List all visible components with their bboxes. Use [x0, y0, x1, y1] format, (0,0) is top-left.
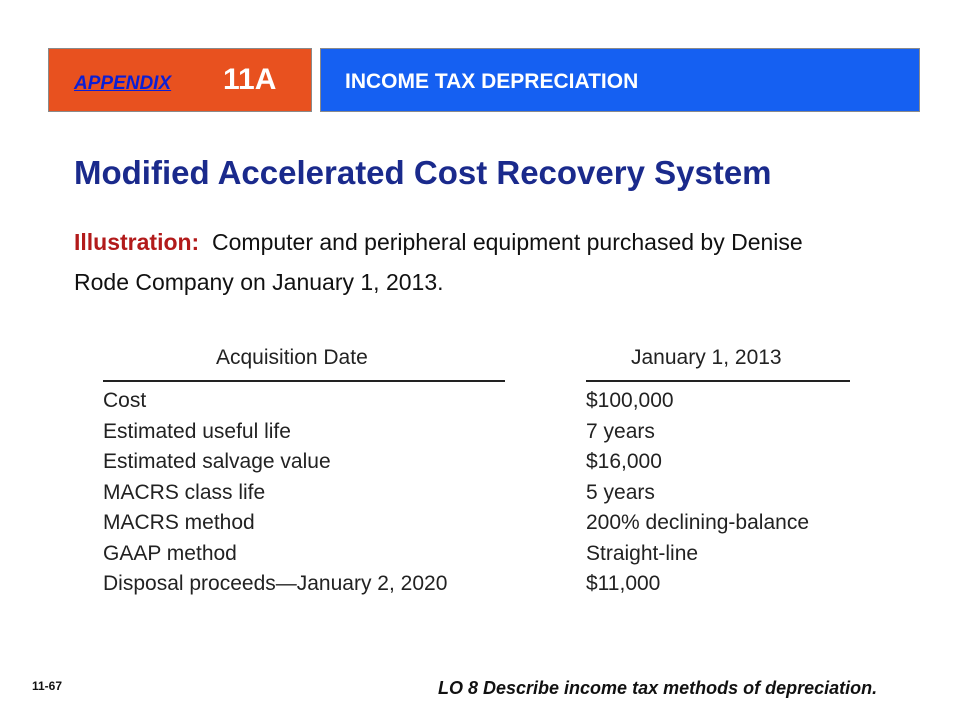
slide-title: Modified Accelerated Cost Recovery Syste…: [74, 154, 772, 191]
column-header-date-value: January 1, 2013: [631, 346, 782, 369]
appendix-label: APPENDIX: [74, 73, 172, 94]
topic-title: INCOME TAX DEPRECIATION: [345, 70, 639, 93]
learning-objective: LO 8 Describe income tax methods of depr…: [438, 678, 878, 698]
table-row-label: GAAP method: [103, 542, 237, 565]
table-row-value: $11,000: [586, 572, 661, 595]
table-row-label: Estimated useful life: [103, 420, 291, 443]
table-row-label: MACRS class life: [103, 481, 266, 504]
column-header-acquisition-date: Acquisition Date: [216, 346, 368, 369]
table-row-value: 5 years: [586, 481, 655, 504]
table-row-value: 7 years: [586, 420, 655, 443]
header-rule-left: [103, 380, 505, 382]
illustration-text: Computer and peripheral equipment purcha…: [74, 229, 803, 295]
table-row-value: Straight-line: [586, 542, 699, 565]
table-row-label: MACRS method: [103, 511, 255, 534]
topic-banner: INCOME TAX DEPRECIATION: [320, 48, 920, 112]
illustration-label: Illustration:: [74, 229, 200, 255]
illustration-paragraph: Illustration: Computer and peripheral eq…: [74, 222, 864, 302]
appendix-number: 11A: [223, 63, 277, 96]
table-row-value: $100,000: [586, 389, 674, 412]
table-row-value: $16,000: [586, 450, 662, 473]
appendix-badge: APPENDIX 11A: [48, 48, 312, 112]
table-row-label: Disposal proceeds—January 2, 2020: [103, 572, 448, 595]
table-row-value: 200% declining-balance: [586, 511, 809, 534]
table-row-label: Cost: [103, 389, 147, 412]
table-row-label: Estimated salvage value: [103, 450, 331, 473]
page-number: 11-67: [32, 679, 63, 693]
header-rule-right: [586, 380, 850, 382]
